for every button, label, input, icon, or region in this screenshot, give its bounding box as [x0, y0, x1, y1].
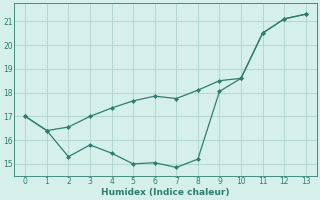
X-axis label: Humidex (Indice chaleur): Humidex (Indice chaleur) [101, 188, 230, 197]
